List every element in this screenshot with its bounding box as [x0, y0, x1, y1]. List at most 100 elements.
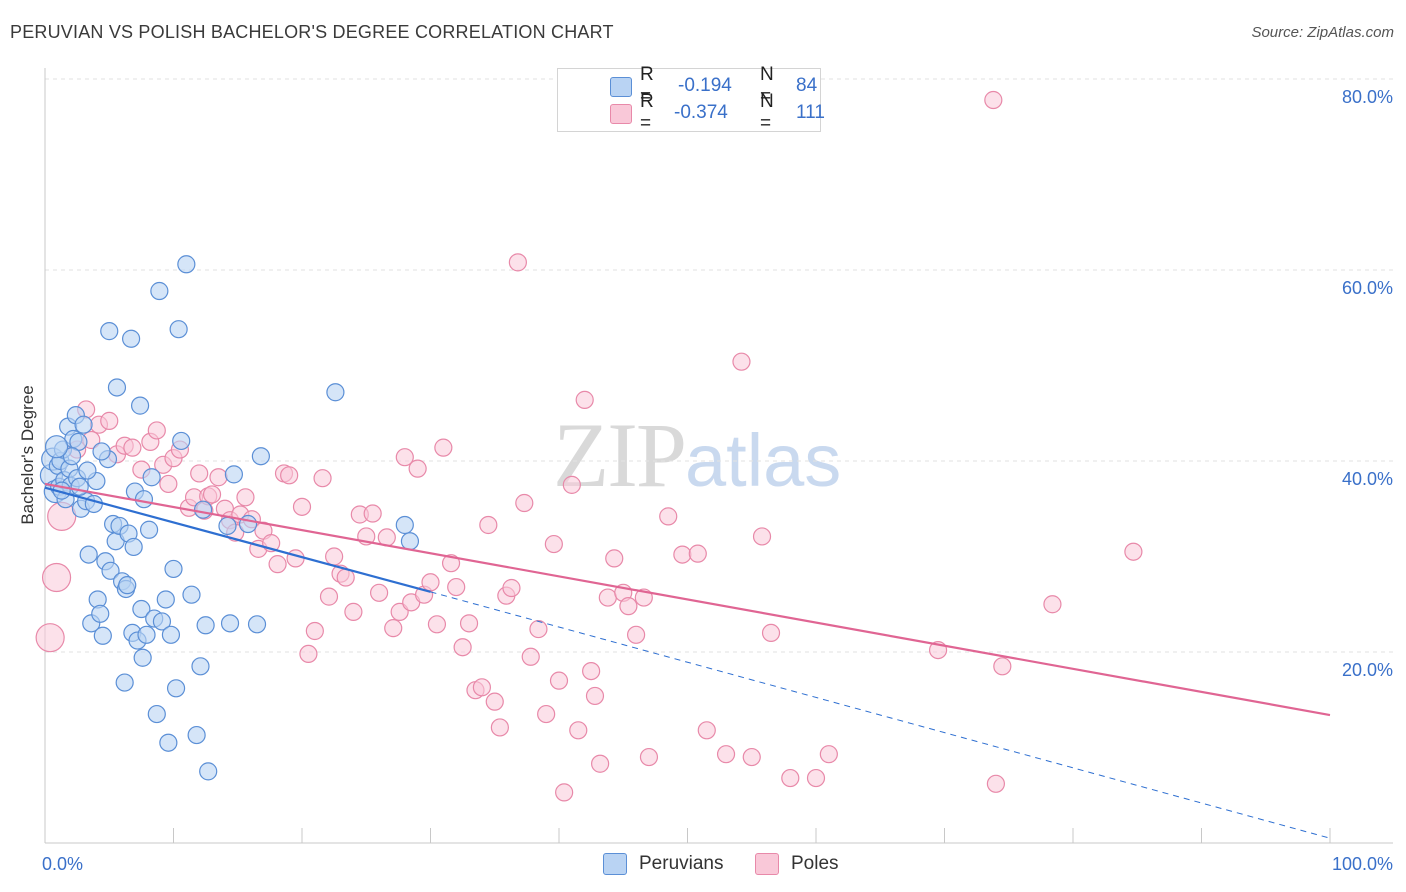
pole-point [395, 448, 414, 467]
pole-point [202, 485, 222, 504]
peruvians-trend-extension [430, 591, 1331, 839]
pole-point [447, 577, 466, 597]
peruvian-point [156, 590, 175, 609]
pole-point [370, 583, 389, 602]
peruvian-point [400, 532, 420, 551]
pole-point [1043, 595, 1062, 614]
pole-point [41, 562, 72, 593]
pole-point [190, 464, 209, 483]
poles-trend-line [44, 482, 1331, 717]
pole-point [562, 475, 581, 494]
peruvian-point [238, 514, 258, 534]
peruvian-point [118, 576, 137, 595]
legend-swatch-poles [610, 104, 632, 124]
pole-point [732, 352, 751, 371]
peruvian-point [79, 545, 98, 564]
peruvian-point [169, 320, 188, 339]
pole-point [986, 774, 1006, 793]
pole-point [984, 90, 1003, 110]
pole-point [363, 504, 382, 523]
peruvian-point [107, 378, 127, 397]
peruvian-point [139, 520, 159, 539]
peruvian-point [44, 435, 69, 459]
y-tick-label: 80.0% [1342, 87, 1393, 107]
pole-point [659, 507, 678, 526]
peruvian-point [115, 673, 134, 692]
peruvian-point [84, 494, 103, 514]
peruvian-point [199, 762, 218, 781]
pole-point [427, 615, 447, 634]
pole-point [421, 573, 440, 592]
pole-point [384, 619, 403, 638]
pole-point [268, 555, 287, 574]
peruvian-point [177, 255, 196, 274]
pole-point [441, 554, 461, 573]
peruvian-point [101, 561, 120, 580]
chart-title: PERUVIAN VS POLISH BACHELOR'S DEGREE COR… [10, 22, 614, 42]
peruvian-point [196, 616, 215, 635]
peruvians-trend-line [44, 486, 431, 593]
pole-point [123, 438, 142, 457]
pole-point [806, 768, 826, 788]
peruvian-point [193, 500, 213, 519]
bottom-legend-label-peruvians: Peruvians [639, 853, 724, 874]
peruvian-point [218, 516, 237, 536]
pole-point [479, 515, 498, 535]
y-tick-label: 20.0% [1342, 660, 1393, 680]
source-credit: Source: ZipAtlas.com [1251, 24, 1394, 41]
peruvian-point [92, 442, 111, 461]
peruvian-point [91, 604, 110, 623]
peruvian-point [191, 657, 210, 676]
legend-r-value: -0.374 [674, 102, 728, 123]
peruvian-point [166, 679, 186, 698]
pole-point [502, 578, 521, 598]
pole-point [529, 619, 548, 639]
peruvian-point [224, 465, 243, 484]
legend-r-label: R = [640, 64, 654, 107]
pole-point [544, 534, 563, 554]
peruvian-point [93, 626, 112, 645]
pole-point [286, 549, 305, 568]
pole-point [319, 587, 339, 606]
peruvian-point [142, 468, 161, 487]
peruvian-point [132, 599, 151, 619]
pole-point [305, 621, 324, 641]
pole-point [490, 718, 509, 737]
peruvian-point [220, 614, 240, 633]
peruvian-point [121, 329, 141, 348]
pole-point [761, 623, 781, 643]
pole-point [575, 390, 594, 409]
pole-point [100, 411, 119, 430]
bottom-legend-poles[interactable]: Poles [755, 852, 839, 876]
peruvian-point [164, 559, 183, 579]
pole-point [993, 657, 1012, 676]
y-axis-label: Bachelor's Degree [18, 385, 37, 525]
pole-point [147, 421, 166, 440]
pole-point [742, 747, 761, 767]
pole-point [585, 686, 605, 706]
peruvian-point [130, 396, 150, 415]
legend-box: R = -0.194 N = 84 R = -0.374 N = 111 [557, 64, 825, 134]
pole-point [1124, 542, 1143, 561]
bottom-legend-label-poles: Poles [791, 853, 839, 874]
pole-point [598, 588, 617, 607]
x-tick-label: 100.0% [1332, 854, 1393, 874]
pole-point [453, 638, 472, 657]
pole-point [209, 468, 228, 487]
pole-point [582, 661, 601, 681]
pole-point [549, 671, 569, 690]
peruvian-point [74, 415, 93, 434]
legend-swatch-peruvians [610, 77, 632, 97]
pole-point [325, 547, 344, 566]
peruvian-point [147, 704, 166, 724]
pole-point [35, 623, 65, 653]
legend-r-value: -0.194 [678, 75, 732, 96]
bottom-legend-swatch-peruvians [603, 853, 627, 875]
pole-point [591, 754, 610, 773]
bottom-legend-peruvians[interactable]: Peruvians [603, 852, 724, 876]
pole-point [299, 644, 318, 664]
pole-point [434, 438, 453, 457]
pole-point [408, 459, 427, 478]
pole-point [688, 544, 707, 563]
